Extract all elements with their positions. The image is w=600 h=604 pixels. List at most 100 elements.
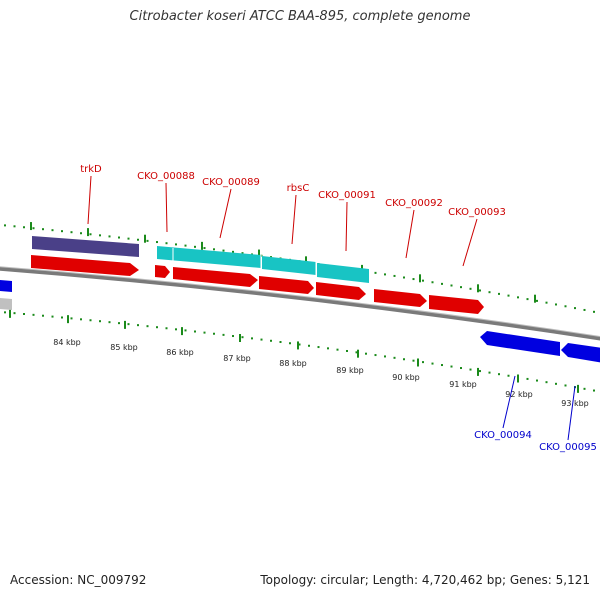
grey-feature-partial-left (0, 298, 12, 310)
tick-dot (536, 379, 538, 382)
tick-dot (583, 308, 586, 311)
gene-CKO_00094-arrow[interactable] (480, 331, 560, 356)
cds-cyan-feature-3[interactable] (317, 263, 369, 283)
tick-dot (507, 374, 510, 377)
tick-dot (469, 368, 472, 371)
gene-label-CKO_00091[interactable]: CKO_00091 (318, 190, 376, 201)
tick-dot (526, 377, 529, 380)
tick-dot (127, 237, 130, 240)
scale-tick-label: 89 kbp (336, 366, 364, 375)
tick-dot (127, 323, 130, 326)
scale-tick-label: 91 kbp (449, 380, 477, 389)
tick-dot (346, 349, 348, 352)
gene-label-CKO_00095[interactable]: CKO_00095 (539, 442, 597, 453)
tick-dot (441, 282, 443, 285)
tick-dot (498, 292, 500, 295)
tick-dot (289, 342, 291, 345)
tick-dot (422, 279, 424, 282)
reverse-gene-partial-left[interactable] (0, 280, 12, 292)
scale-tick-label: 85 kbp (110, 343, 138, 352)
tick-dot (51, 229, 54, 232)
tick-dot (355, 351, 358, 354)
tick-dot (488, 371, 491, 374)
tick-dot (108, 235, 111, 238)
tick-dot (555, 303, 557, 306)
gene-label-leader (502, 375, 516, 429)
tick-dot (23, 226, 25, 229)
tick-dot (146, 325, 149, 328)
tick-dot (526, 298, 529, 301)
tick-dot (13, 312, 16, 315)
gene-CKO_00093-arrow[interactable] (429, 295, 484, 314)
gene-label-CKO_00093[interactable]: CKO_00093 (448, 207, 506, 218)
tick-dot (80, 232, 82, 235)
tick-dot (460, 367, 462, 370)
gene-rbsC-arrow[interactable] (259, 276, 314, 294)
tick-dot (222, 249, 225, 252)
gene-CKO_00095-arrow[interactable] (561, 343, 600, 364)
tick-dot (469, 287, 472, 290)
tick-dot (23, 312, 25, 315)
cds-cyan-feature-1[interactable] (157, 246, 261, 268)
gene-CKO_00088-arrow[interactable] (155, 265, 170, 278)
lower-tick-track (4, 309, 595, 393)
scale-tick-label: 88 kbp (279, 359, 307, 368)
gene-label-rbsC[interactable]: rbsC (287, 183, 310, 194)
tick-dot (251, 337, 253, 340)
tick-dot (374, 271, 377, 274)
gene-label-CKO_00092[interactable]: CKO_00092 (385, 198, 443, 209)
gene-label-leader (405, 209, 415, 259)
tick-dot (32, 313, 35, 316)
tick-dot (108, 321, 111, 324)
tick-dot (564, 305, 567, 308)
tick-dot (260, 338, 263, 341)
tick-dot (431, 362, 434, 365)
tick-dot (70, 317, 73, 320)
gene-CKO_00091-arrow[interactable] (316, 282, 366, 300)
tick-dot (241, 336, 244, 339)
tick-dot (165, 242, 168, 245)
gene-label-trkD[interactable]: trkD (80, 164, 102, 175)
tick-dot (232, 335, 234, 338)
scale-tick-label: 84 kbp (53, 338, 81, 347)
tick-dot (89, 233, 92, 236)
tick-dot (450, 365, 453, 368)
gene-label-CKO_00094[interactable]: CKO_00094 (474, 430, 532, 441)
tick-dot (99, 234, 101, 237)
tick-dot (137, 324, 139, 327)
tick-dot (507, 294, 510, 297)
tick-dot (89, 319, 92, 322)
genome-summary: Topology: circular; Length: 4,720,462 bp… (260, 573, 590, 587)
tick-dot (241, 252, 244, 255)
cds-cyan-feature-2[interactable] (262, 256, 316, 275)
tick-dot (270, 339, 272, 342)
gene-label-leader (291, 194, 297, 245)
tick-dot (213, 332, 215, 335)
tick-dot (412, 278, 415, 281)
gene-CKO_00092-arrow[interactable] (374, 289, 427, 307)
reverse-genes-track (480, 331, 600, 364)
tick-dot (384, 355, 386, 358)
gene-labels: trkD CKO_00088 CKO_00089 rbsC CKO_00091 CKO_0… (80, 164, 597, 453)
tick-dot (165, 327, 168, 330)
tick-dot (327, 347, 329, 350)
cds-purple-feature[interactable] (32, 236, 139, 257)
gene-CKO_00089-arrow[interactable] (173, 267, 258, 287)
tick-dot (393, 356, 396, 359)
tick-dot (70, 231, 73, 234)
gene-label-CKO_00088[interactable]: CKO_00088 (137, 171, 195, 182)
gene-label-CKO_00089[interactable]: CKO_00089 (202, 177, 260, 188)
gene-trkD-arrow[interactable] (31, 255, 139, 276)
cds-features-track (32, 236, 369, 283)
accession-label: Accession: NC_009792 (10, 573, 147, 587)
tick-dot (118, 236, 120, 239)
tick-dot (175, 243, 177, 246)
tick-dot (156, 326, 158, 329)
gene-label-leader (87, 175, 92, 225)
scale-tick-label: 87 kbp (223, 354, 251, 363)
tick-dot (574, 307, 576, 310)
tick-dot (203, 331, 206, 334)
gene-label-leader (219, 188, 232, 239)
